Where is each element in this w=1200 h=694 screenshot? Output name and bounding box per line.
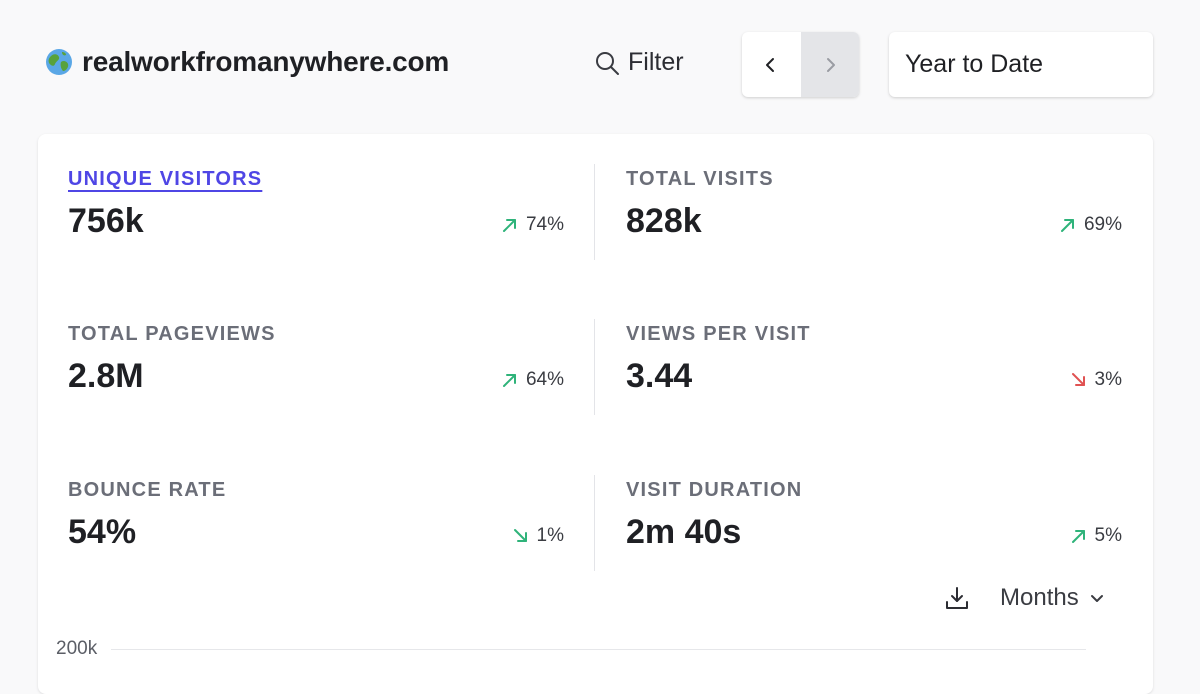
arrow-up-right-icon <box>502 374 516 387</box>
metric-change: 1% <box>511 525 564 547</box>
metric-value: 756k <box>68 202 144 240</box>
metric-change: 64% <box>500 369 564 391</box>
metric-change-value: 64% <box>525 369 564 390</box>
metric-change-value: 69% <box>1083 214 1122 235</box>
interval-label: Months <box>1000 584 1079 611</box>
divider <box>594 164 595 260</box>
metric-views-per-visit[interactable]: VIEWS PER VISIT 3.44 3% <box>626 323 1122 423</box>
metric-change-value: 74% <box>525 214 564 235</box>
arrow-up-right-icon <box>502 219 516 232</box>
chevron-left-icon <box>766 57 775 72</box>
chevron-down-icon <box>1090 595 1103 602</box>
previous-period-button[interactable] <box>742 32 801 97</box>
chevron-right-icon <box>826 57 835 72</box>
filter-button[interactable]: Filter <box>594 48 684 77</box>
metric-change-value: 1% <box>536 525 564 546</box>
metric-total-visits[interactable]: TOTAL VISITS 828k 69% <box>626 168 1122 268</box>
arrow-down-right-icon <box>513 529 527 542</box>
metric-label[interactable]: UNIQUE VISITORS <box>68 168 263 190</box>
metric-label: VISIT DURATION <box>626 479 803 501</box>
filter-label: Filter <box>628 48 684 76</box>
chart-tools: Months <box>944 584 1105 612</box>
metric-value: 3.44 <box>626 357 693 395</box>
period-select[interactable]: Year to Date <box>889 32 1153 97</box>
metric-change: 5% <box>1069 525 1122 547</box>
arrow-up-right-icon <box>1060 219 1074 232</box>
visitors-chart: 200k <box>38 634 1153 694</box>
arrow-up-right-icon <box>1071 530 1085 543</box>
metric-change-value: 3% <box>1094 369 1122 390</box>
next-period-button[interactable] <box>800 32 859 97</box>
metric-label: TOTAL VISITS <box>626 168 774 190</box>
site-selector[interactable]: realworkfromanywhere.com <box>44 46 449 78</box>
y-tick-label: 200k <box>56 638 98 659</box>
metric-change: 74% <box>500 214 564 236</box>
globe-icon <box>46 49 72 75</box>
metric-value: 828k <box>626 202 702 240</box>
search-icon <box>596 51 619 75</box>
site-name: realworkfromanywhere.com <box>82 46 450 77</box>
divider <box>594 319 595 415</box>
gridline <box>111 649 1086 650</box>
metric-value: 2.8M <box>68 357 144 395</box>
divider <box>594 475 595 571</box>
metric-value: 2m 40s <box>626 513 742 551</box>
period-pager <box>742 32 859 97</box>
stats-card: UNIQUE VISITORS 756k 74% TOTAL VISITS 82… <box>38 134 1153 694</box>
metric-label: BOUNCE RATE <box>68 479 227 501</box>
metric-visit-duration[interactable]: VISIT DURATION 2m 40s 5% <box>626 479 1122 579</box>
metric-label: VIEWS PER VISIT <box>626 323 811 345</box>
metric-change: 69% <box>1058 214 1122 236</box>
metric-label: TOTAL PAGEVIEWS <box>68 323 276 345</box>
interval-select[interactable]: Months <box>1000 584 1105 612</box>
arrow-down-right-icon <box>1071 373 1085 386</box>
metric-total-pageviews[interactable]: TOTAL PAGEVIEWS 2.8M 64% <box>68 323 564 423</box>
metric-value: 54% <box>68 513 137 551</box>
download-icon[interactable] <box>944 585 970 611</box>
metric-unique-visitors[interactable]: UNIQUE VISITORS 756k 74% <box>68 168 564 268</box>
metric-change: 3% <box>1069 369 1122 391</box>
metric-change-value: 5% <box>1094 525 1122 546</box>
top-bar: realworkfromanywhere.com Filter Year to … <box>0 0 1200 130</box>
metric-bounce-rate[interactable]: BOUNCE RATE 54% 1% <box>68 479 564 579</box>
